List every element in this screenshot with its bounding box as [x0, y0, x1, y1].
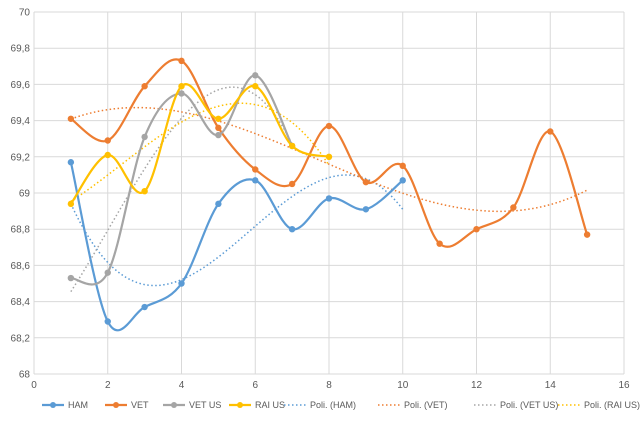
- trendline-poli-vet: [70, 106, 588, 213]
- legend-item-poli-vet: Poli. (VET): [378, 400, 448, 410]
- data-point: [288, 180, 296, 188]
- x-tick-label: 4: [179, 380, 185, 391]
- x-tick-label: 16: [618, 380, 630, 391]
- legend-label: HAM: [68, 400, 88, 410]
- series-line-rai-us: [69, 83, 330, 205]
- legend-item-poli-vet-us: Poli. (VET US): [474, 400, 558, 410]
- data-point: [252, 177, 259, 184]
- trendlines: [70, 86, 588, 293]
- legend-item-poli-rai-us: Poli. (RAI US): [558, 400, 640, 410]
- data-point: [104, 137, 111, 144]
- data-point: [141, 303, 148, 311]
- legend-item-ham: HAM: [42, 400, 88, 410]
- data-point: [178, 83, 185, 90]
- y-tick-label: 69,2: [11, 152, 31, 163]
- data-point: [399, 177, 406, 184]
- series-vet: [67, 57, 591, 248]
- y-tick-label: 68,6: [11, 261, 31, 272]
- legend-label: VET US: [189, 400, 221, 410]
- data-point: [67, 115, 75, 122]
- grid-lines: [33, 11, 625, 375]
- y-tick-label: 68,4: [11, 297, 31, 308]
- data-point: [104, 151, 111, 159]
- legend: HAM VET VET US RAI US Poli. (HAM) Poli. (VET)…: [42, 400, 640, 410]
- legend-item-vet: VET: [105, 400, 149, 410]
- legend-marker: [50, 402, 56, 408]
- data-point: [67, 200, 75, 208]
- data-point: [141, 83, 148, 90]
- x-tick-label: 14: [545, 380, 557, 391]
- y-tick-label: 70: [19, 8, 31, 19]
- legend-label: Poli. (VET): [404, 400, 448, 410]
- legend-item-poli-ham: Poli. (HAM): [284, 400, 356, 410]
- data-point: [362, 206, 370, 213]
- data-point: [178, 280, 185, 287]
- legend-item-vet-us: VET US: [163, 400, 221, 410]
- series-rai-us: [67, 83, 333, 208]
- data-point: [178, 57, 185, 65]
- y-tick-label: 69,4: [11, 116, 31, 127]
- data-point: [252, 72, 259, 79]
- data-point: [436, 240, 443, 247]
- y-axis-tick-labels: 68 68,2 68,4 68,6 68,8 69 69,2 69,4 69,6 69,8 70: [11, 8, 31, 381]
- legend-label: Poli. (RAI US): [584, 400, 640, 410]
- data-point: [399, 162, 406, 170]
- data-point: [510, 204, 517, 211]
- y-tick-label: 69,6: [11, 80, 31, 91]
- data-point: [215, 200, 222, 208]
- trendline-poli-rai-us: [70, 102, 330, 202]
- data-point: [362, 178, 370, 186]
- data-point: [325, 153, 333, 160]
- legend-label: Poli. (VET US): [500, 400, 558, 410]
- data-point: [215, 115, 222, 122]
- legend-marker: [113, 402, 119, 408]
- y-tick-label: 68: [19, 370, 31, 381]
- series-line-ham: [69, 161, 404, 332]
- legend-label: RAI US: [255, 400, 285, 410]
- data-point: [104, 269, 111, 276]
- data-point: [325, 195, 333, 202]
- x-axis-tick-labels: 0 2 4 6 8 10 12 14 16: [31, 380, 630, 391]
- data-point: [547, 128, 554, 135]
- data-point: [252, 83, 259, 90]
- data-point: [178, 90, 185, 97]
- data-point: [67, 274, 75, 282]
- data-point: [288, 142, 296, 150]
- y-tick-label: 68,8: [11, 225, 31, 236]
- legend-marker: [237, 402, 243, 408]
- legend-label: VET: [131, 400, 149, 410]
- x-tick-label: 6: [252, 380, 258, 391]
- legend-item-rai-us: RAI US: [229, 400, 285, 410]
- legend-label: Poli. (HAM): [310, 400, 356, 410]
- data-point: [141, 133, 148, 141]
- data-point: [583, 231, 591, 238]
- data-point: [67, 159, 75, 166]
- x-tick-label: 10: [397, 380, 409, 391]
- x-tick-label: 12: [471, 380, 483, 391]
- y-tick-label: 68,2: [11, 333, 31, 344]
- data-point: [252, 166, 259, 173]
- data-point: [325, 122, 333, 130]
- data-point: [215, 124, 222, 132]
- x-tick-label: 0: [31, 380, 37, 391]
- data-point: [473, 226, 480, 233]
- trendline-poli-ham: [70, 174, 404, 287]
- series-ham: [67, 159, 406, 332]
- data-point: [104, 318, 111, 325]
- y-tick-label: 69,8: [11, 44, 31, 55]
- data-point: [141, 187, 148, 195]
- y-tick-label: 69: [19, 189, 31, 200]
- legend-marker: [171, 402, 177, 408]
- x-tick-label: 2: [105, 380, 111, 391]
- data-point: [288, 226, 296, 233]
- data-point: [215, 131, 222, 139]
- data-series: [67, 57, 591, 332]
- x-tick-label: 8: [326, 380, 332, 391]
